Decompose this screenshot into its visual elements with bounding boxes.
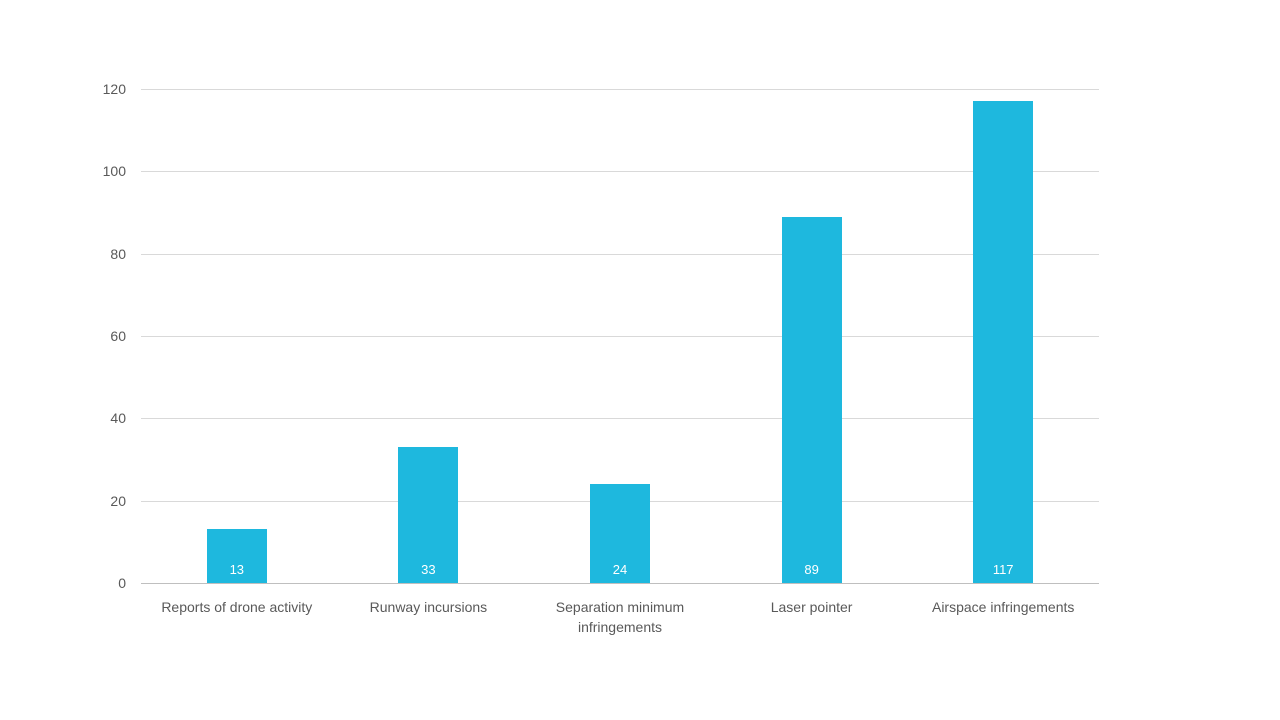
y-axis-tick-label: 0 (118, 575, 126, 591)
bar: 117 (973, 101, 1034, 583)
y-axis-tick-label: 100 (102, 163, 126, 180)
category-label: Laser pointer (770, 599, 853, 615)
y-axis-tick-label: 120 (102, 81, 126, 97)
bar: 13 (206, 529, 267, 583)
category-label: Airspace infringements (931, 599, 1075, 615)
bar: 33 (398, 447, 459, 583)
gridline (141, 89, 1099, 90)
category-label: Reports of drone activity (161, 599, 313, 615)
bar-value-label: 89 (804, 562, 819, 577)
bar: 24 (590, 484, 650, 583)
bar: 89 (781, 216, 842, 583)
bar-value-label: 33 (421, 562, 436, 577)
gridline (141, 253, 1099, 255)
category-label: Separation minimum infringements (555, 599, 685, 636)
bar-value-label: 24 (612, 562, 628, 577)
gridline (141, 336, 1099, 337)
x-axis-line (141, 583, 1099, 584)
bar-value-label: 117 (992, 562, 1014, 577)
gridline (141, 171, 1099, 173)
y-axis-tick-label: 20 (110, 492, 126, 509)
gridline (141, 418, 1099, 420)
y-axis-tick-label: 60 (110, 328, 126, 344)
y-axis-tick-label: 40 (110, 410, 126, 427)
bar-value-label: 13 (229, 562, 245, 577)
category-label: Runway incursions (369, 599, 488, 615)
y-axis-tick-label: 80 (110, 245, 126, 262)
plot-area: 0 20 40 60 80 100 120 13 Reports of drone activi… (103, 82, 1099, 635)
